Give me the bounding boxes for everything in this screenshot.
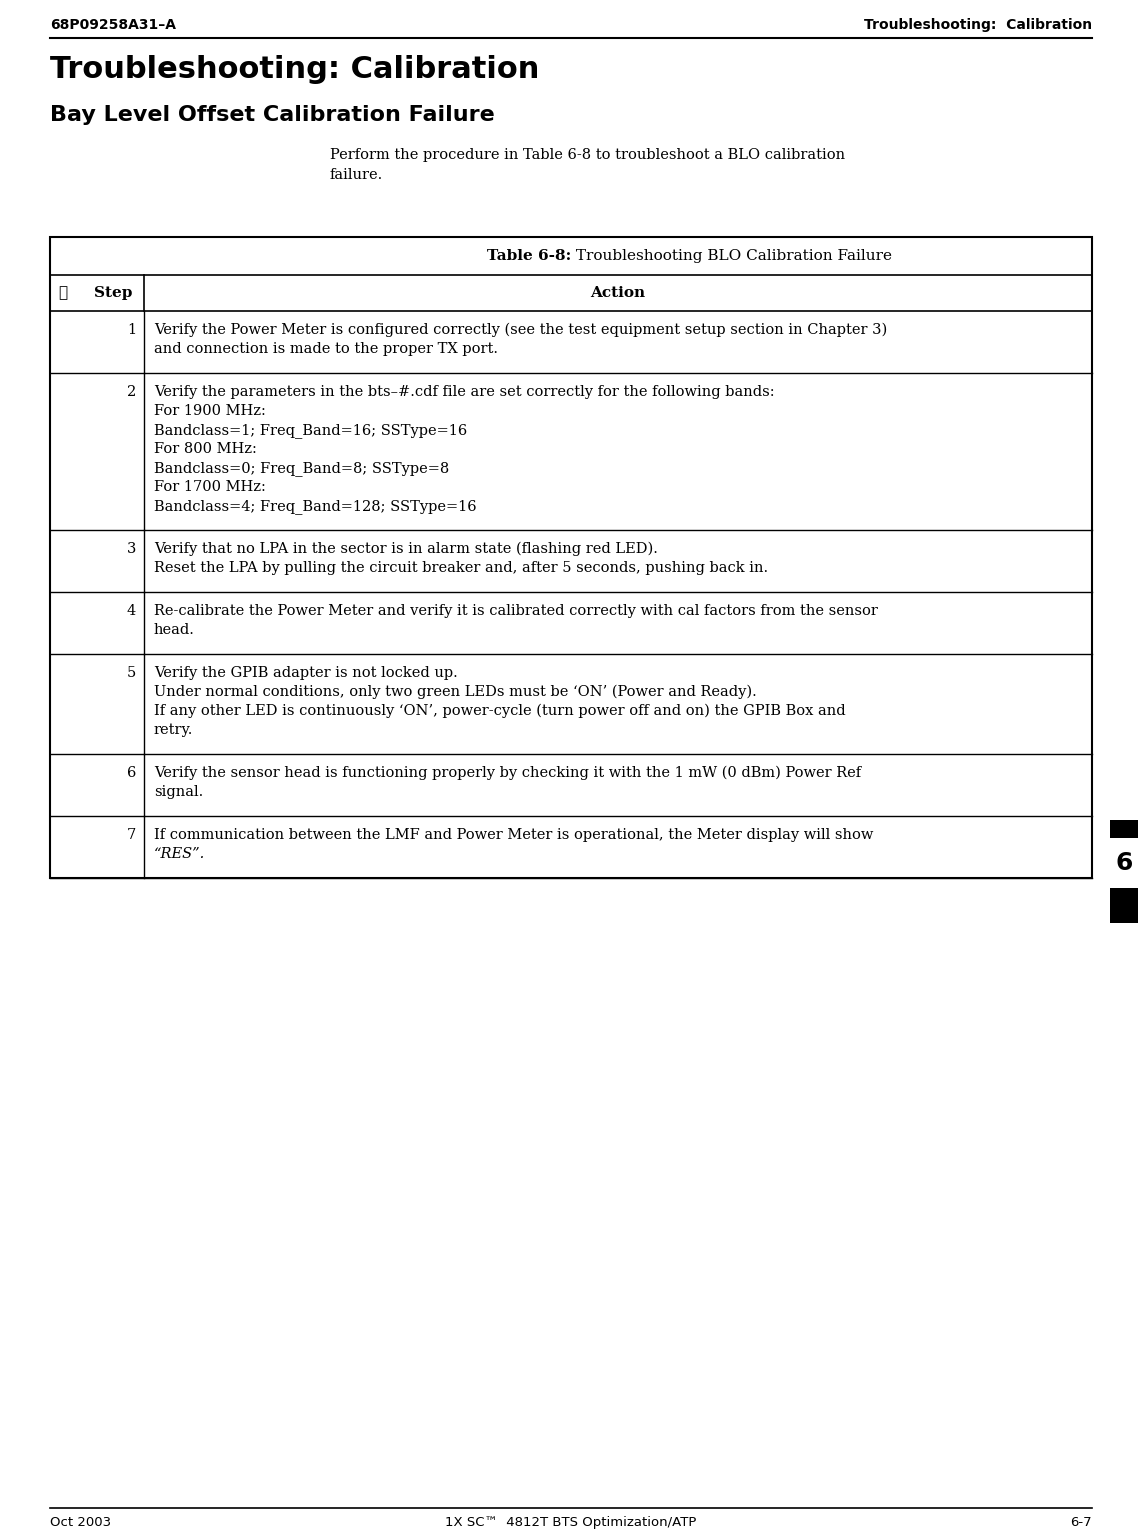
Text: 6: 6 <box>127 766 136 780</box>
Text: Troubleshooting: Calibration: Troubleshooting: Calibration <box>50 55 539 85</box>
Text: 7: 7 <box>127 827 136 841</box>
Text: Troubleshooting BLO Calibration Failure: Troubleshooting BLO Calibration Failure <box>571 249 892 263</box>
Text: If communication between the LMF and Power Meter is operational, the Meter displ: If communication between the LMF and Pow… <box>154 827 874 841</box>
Bar <box>1110 887 1137 923</box>
Text: 1X SC™  4812T BTS Optimization/ATP: 1X SC™ 4812T BTS Optimization/ATP <box>445 1516 697 1529</box>
Text: For 1900 MHz:: For 1900 MHz: <box>154 404 266 418</box>
Text: Verify the parameters in the bts–#.cdf file are set correctly for the following : Verify the parameters in the bts–#.cdf f… <box>154 384 774 398</box>
Text: Verify the GPIB adapter is not locked up.: Verify the GPIB adapter is not locked up… <box>154 666 458 680</box>
Text: Verify the Power Meter is configured correctly (see the test equipment setup sec: Verify the Power Meter is configured cor… <box>154 323 887 337</box>
Text: Bandclass=1; Freq_Band=16; SSType=16: Bandclass=1; Freq_Band=16; SSType=16 <box>154 423 467 438</box>
Text: failure.: failure. <box>330 168 384 181</box>
Text: Verify the sensor head is functioning properly by checking it with the 1 mW (0 d: Verify the sensor head is functioning pr… <box>154 766 861 780</box>
Text: signal.: signal. <box>154 784 203 800</box>
Text: For 800 MHz:: For 800 MHz: <box>154 441 257 455</box>
Text: Reset the LPA by pulling the circuit breaker and, after 5 seconds, pushing back : Reset the LPA by pulling the circuit bre… <box>154 561 769 575</box>
Text: head.: head. <box>154 623 195 637</box>
Text: For 1700 MHz:: For 1700 MHz: <box>154 480 266 494</box>
Text: Bay Level Offset Calibration Failure: Bay Level Offset Calibration Failure <box>50 105 494 125</box>
Text: retry.: retry. <box>154 723 193 737</box>
Text: Bandclass=4; Freq_Band=128; SSType=16: Bandclass=4; Freq_Band=128; SSType=16 <box>154 498 476 514</box>
Text: 6: 6 <box>1116 851 1133 875</box>
Text: 3: 3 <box>127 541 136 557</box>
Text: Verify that no LPA in the sector is in alarm state (flashing red LED).: Verify that no LPA in the sector is in a… <box>154 541 658 557</box>
Text: Troubleshooting:  Calibration: Troubleshooting: Calibration <box>863 18 1092 32</box>
Text: Action: Action <box>590 286 645 300</box>
Text: Perform the procedure in Table 6-8 to troubleshoot a BLO calibration: Perform the procedure in Table 6-8 to tr… <box>330 148 845 161</box>
Text: and connection is made to the proper TX port.: and connection is made to the proper TX … <box>154 341 498 355</box>
Text: “RES”.: “RES”. <box>154 847 206 861</box>
Text: 2: 2 <box>127 384 136 398</box>
Text: Under normal conditions, only two green LEDs must be ‘ON’ (Power and Ready).: Under normal conditions, only two green … <box>154 684 757 700</box>
Text: Oct 2003: Oct 2003 <box>50 1516 111 1529</box>
Text: Step: Step <box>94 286 132 300</box>
Text: Bandclass=0; Freq_Band=8; SSType=8: Bandclass=0; Freq_Band=8; SSType=8 <box>154 461 449 475</box>
Text: 4: 4 <box>127 604 136 618</box>
Text: 5: 5 <box>127 666 136 680</box>
Text: Table 6-8:: Table 6-8: <box>486 249 571 263</box>
Bar <box>1110 820 1137 838</box>
Text: ✓: ✓ <box>58 286 67 300</box>
Text: If any other LED is continuously ‘ON’, power-cycle (turn power off and on) the G: If any other LED is continuously ‘ON’, p… <box>154 704 845 718</box>
Text: 6-7: 6-7 <box>1070 1516 1092 1529</box>
Text: 1: 1 <box>127 323 136 337</box>
Text: Re-calibrate the Power Meter and verify it is calibrated correctly with cal fact: Re-calibrate the Power Meter and verify … <box>154 604 878 618</box>
Text: 68P09258A31–A: 68P09258A31–A <box>50 18 176 32</box>
Bar <box>50 237 1092 878</box>
